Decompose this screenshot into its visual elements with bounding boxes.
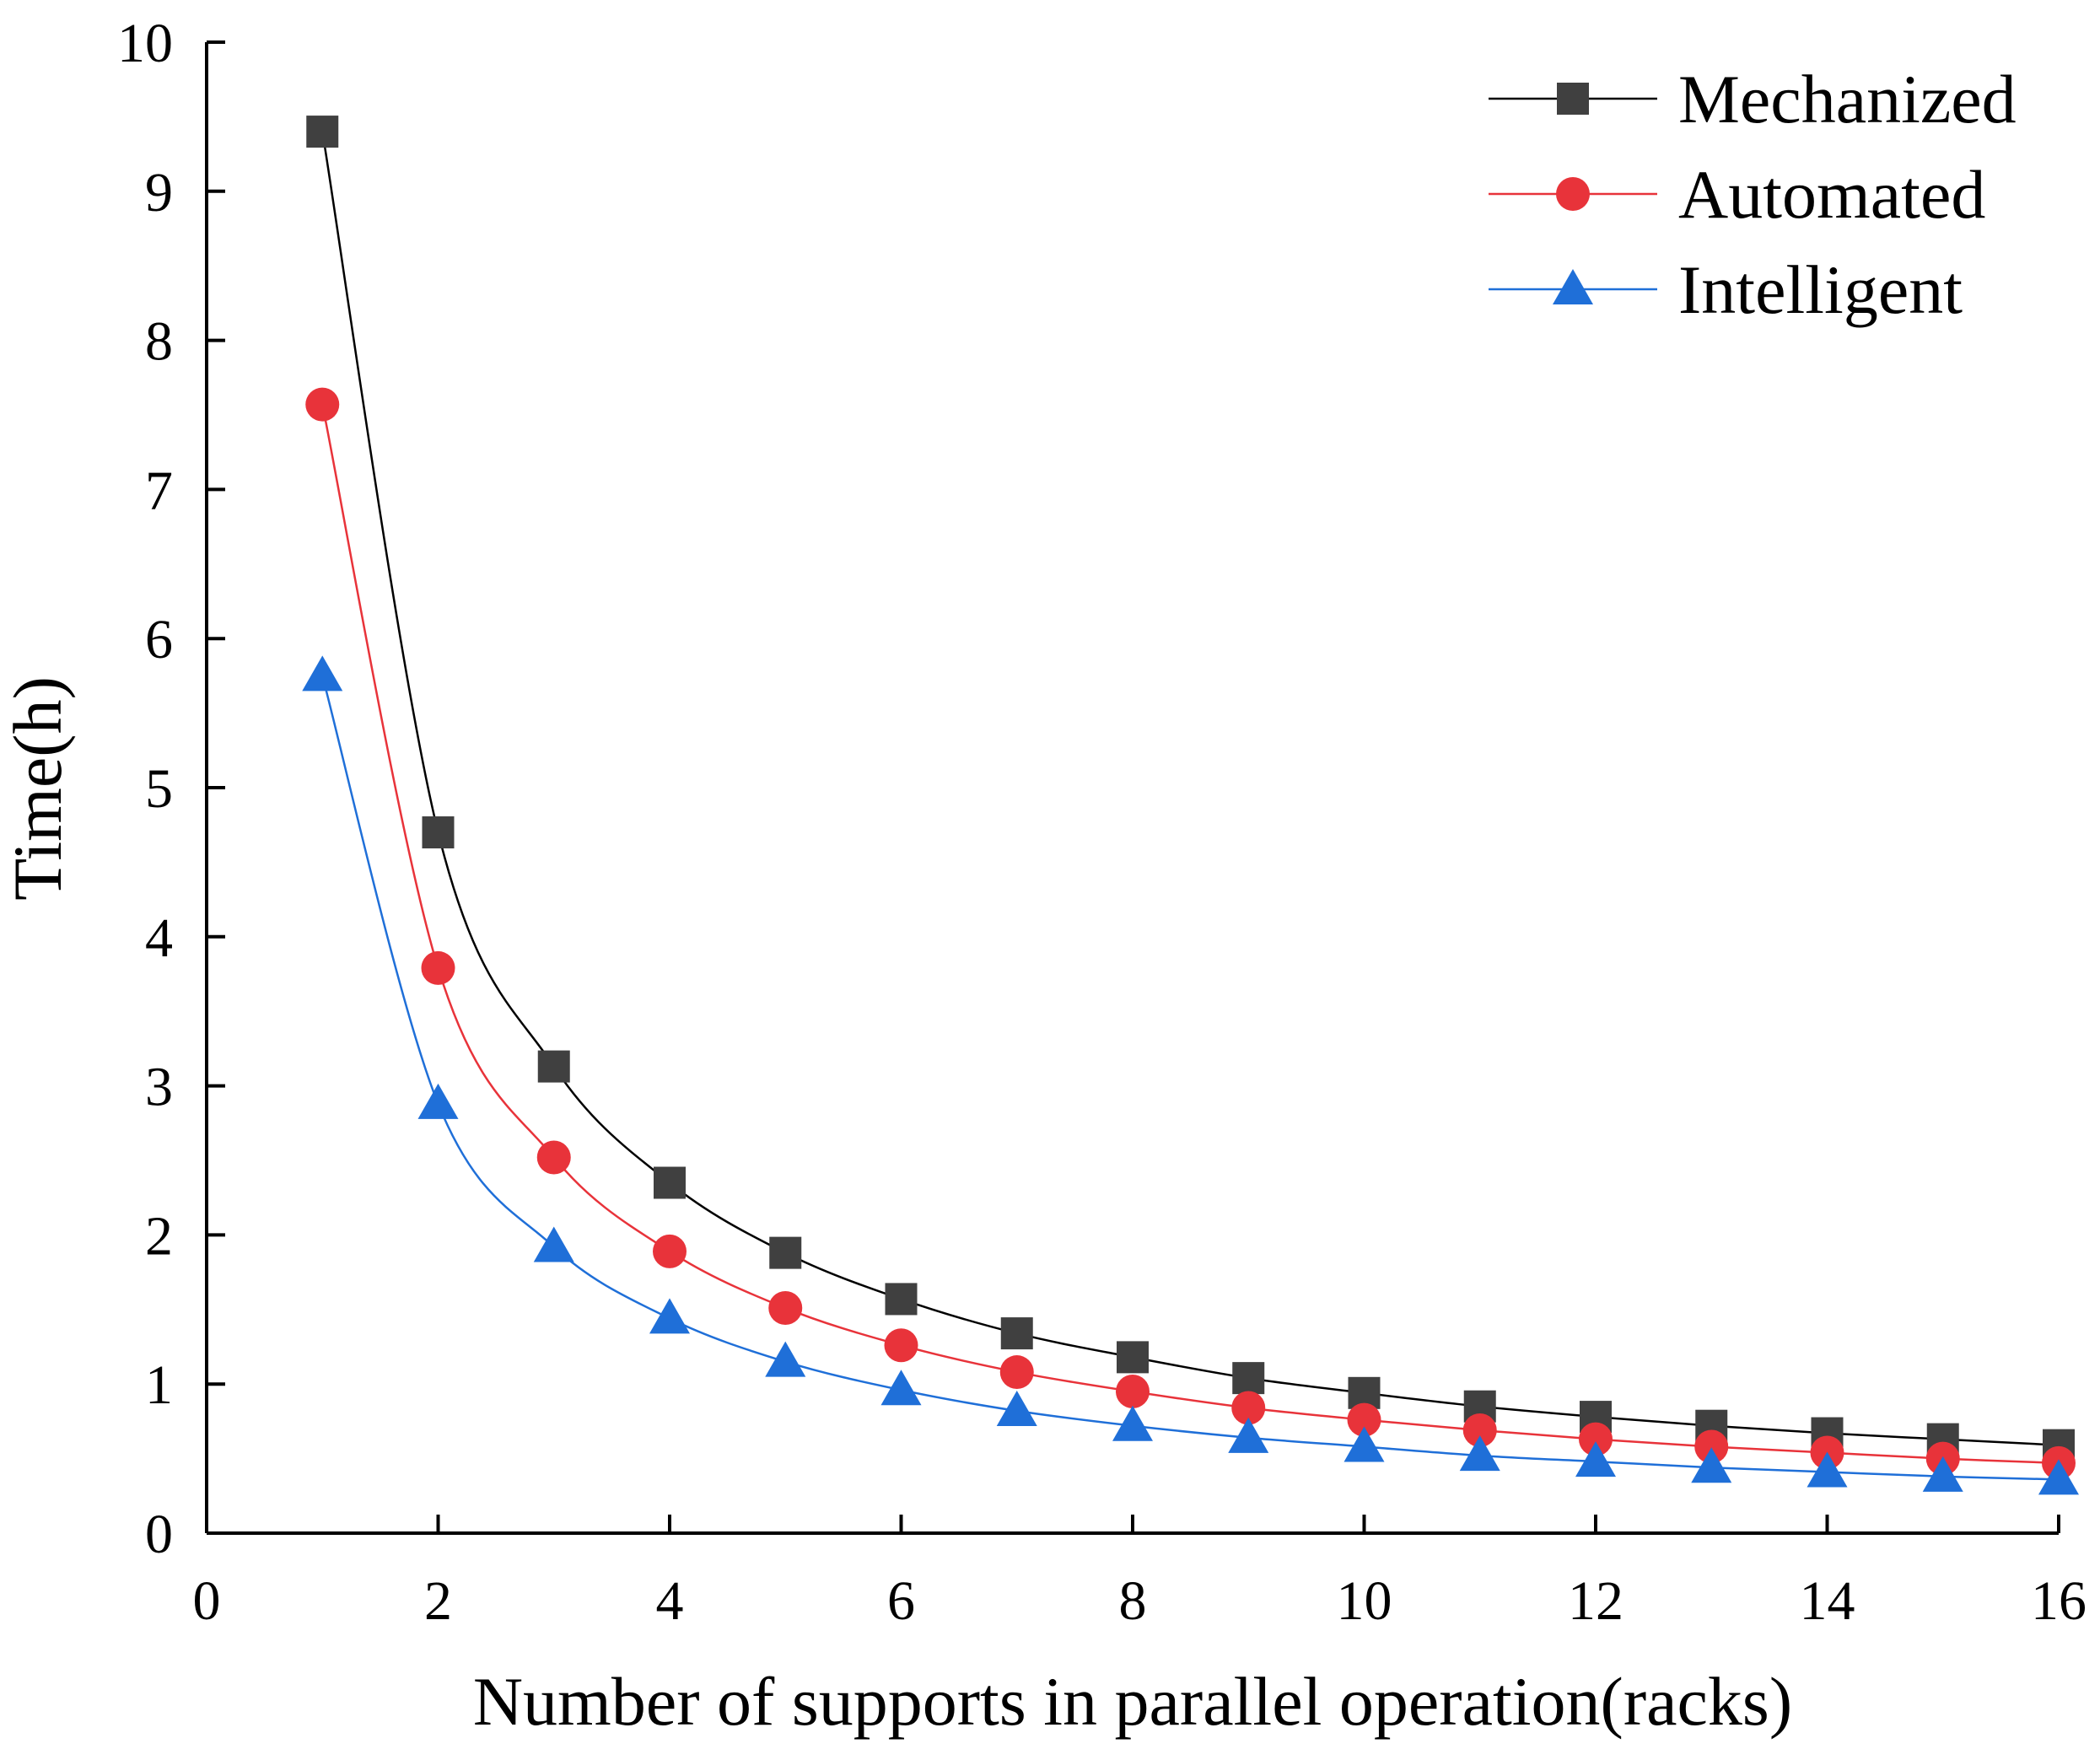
y-tick-label: 4 [145, 907, 173, 969]
data-point-intelligent [649, 1298, 690, 1334]
data-point-intelligent [765, 1341, 806, 1377]
data-point-mechanized [654, 1166, 686, 1199]
data-point-mechanized [422, 816, 455, 849]
y-tick-label: 1 [145, 1354, 173, 1416]
data-point-automated [1694, 1429, 1729, 1464]
data-point-automated [1231, 1391, 1266, 1425]
legend-marker-intelligent [1553, 269, 1593, 304]
x-tick-label: 6 [887, 1570, 915, 1632]
data-point-mechanized [1000, 1317, 1033, 1350]
series-line-mechanized [321, 131, 2060, 1446]
y-tick-label: 0 [145, 1504, 173, 1565]
data-point-mechanized [885, 1283, 918, 1316]
legend-item-automated: Automated [1489, 156, 1985, 233]
data-point-automated [884, 1328, 918, 1363]
data-point-automated [1579, 1422, 1613, 1456]
data-point-intelligent [533, 1226, 574, 1262]
data-point-mechanized [306, 116, 339, 148]
legend-label-intelligent: Intelligent [1678, 251, 1963, 328]
data-point-automated [1116, 1375, 1150, 1409]
x-tick-label: 16 [2031, 1570, 2087, 1632]
data-point-intelligent [1922, 1456, 1963, 1492]
data-point-automated [999, 1355, 1034, 1390]
data-point-intelligent [996, 1391, 1037, 1427]
data-point-intelligent [1112, 1405, 1153, 1441]
x-tick-label: 8 [1119, 1570, 1147, 1632]
data-point-automated [653, 1234, 687, 1268]
legend-item-mechanized: Mechanized [1489, 61, 2017, 137]
data-point-mechanized [769, 1236, 802, 1269]
data-point-intelligent [1343, 1426, 1385, 1462]
data-point-automated [1462, 1413, 1497, 1448]
data-point-intelligent [2038, 1459, 2079, 1495]
y-tick-label: 6 [145, 609, 173, 670]
legend-label-automated: Automated [1678, 156, 1985, 233]
x-tick-label: 4 [656, 1570, 684, 1632]
data-point-intelligent [1459, 1435, 1500, 1472]
data-point-intelligent [1228, 1417, 1269, 1453]
data-point-mechanized [1232, 1362, 1265, 1395]
data-point-automated [305, 387, 340, 422]
series-mechanized [306, 116, 2075, 1461]
y-tick-label: 5 [145, 758, 173, 820]
data-point-intelligent [1807, 1451, 1848, 1488]
data-point-automated [768, 1291, 803, 1326]
x-tick-label: 12 [1568, 1570, 1623, 1632]
y-axis-title: Time(h) [0, 676, 76, 901]
x-axis-title: Number of supports in parallel operation… [473, 1663, 1792, 1740]
series-line-automated [321, 404, 2060, 1465]
y-tick-label: 2 [145, 1205, 173, 1267]
x-tick-label: 14 [1800, 1570, 1855, 1632]
data-point-mechanized [537, 1050, 570, 1083]
x-tick-label: 10 [1337, 1570, 1392, 1632]
legend-marker-automated [1556, 177, 1590, 211]
data-point-intelligent [417, 1083, 459, 1119]
x-tick-label: 2 [424, 1570, 452, 1632]
legend: Mechanized Automated Intelligent [1489, 61, 2017, 328]
legend-marker-mechanized [1557, 83, 1589, 115]
x-tick-label: 0 [193, 1570, 221, 1632]
series-intelligent [302, 655, 2079, 1495]
y-tick-label: 8 [145, 311, 173, 373]
y-tick-label: 7 [145, 460, 173, 521]
data-point-intelligent [302, 655, 343, 692]
data-point-automated [536, 1140, 571, 1175]
legend-label-mechanized: Mechanized [1678, 61, 2017, 137]
series-automated [305, 387, 2076, 1480]
y-tick-label: 3 [145, 1057, 173, 1118]
data-point-automated [1347, 1402, 1381, 1437]
data-point-intelligent [880, 1370, 922, 1406]
data-point-automated [421, 950, 455, 985]
series-line-intelligent [321, 675, 2060, 1481]
legend-item-intelligent: Intelligent [1489, 251, 1963, 328]
data-point-mechanized [1117, 1341, 1149, 1374]
y-tick-label: 10 [117, 13, 173, 74]
y-tick-label: 9 [145, 162, 173, 223]
series-layer [302, 116, 2079, 1495]
data-point-intelligent [1691, 1447, 1732, 1483]
data-point-intelligent [1575, 1441, 1616, 1477]
